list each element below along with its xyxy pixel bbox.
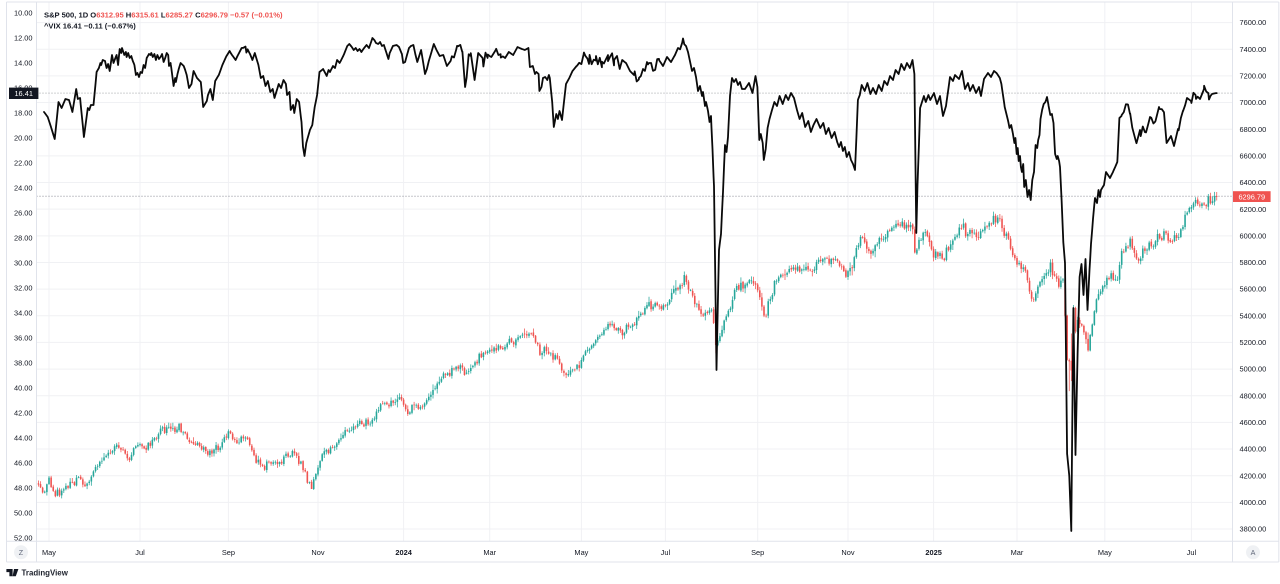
svg-text:7600.00: 7600.00 [1240,18,1267,27]
svg-text:6200.00: 6200.00 [1240,205,1267,214]
svg-text:24.00: 24.00 [14,184,33,193]
svg-text:4000.00: 4000.00 [1240,498,1267,507]
svg-text:5400.00: 5400.00 [1240,311,1267,320]
svg-text:6000.00: 6000.00 [1240,231,1267,240]
svg-text:18.00: 18.00 [14,109,33,118]
svg-text:Nov: Nov [311,548,324,557]
svg-text:22.00: 22.00 [14,159,33,168]
svg-text:4600.00: 4600.00 [1240,418,1267,427]
svg-text:4800.00: 4800.00 [1240,391,1267,400]
svg-text:6296.79: 6296.79 [1238,192,1265,201]
svg-text:^VIX 16.41 −0.11 (−0.67%): ^VIX 16.41 −0.11 (−0.67%) [44,21,136,30]
svg-text:Mar: Mar [483,548,496,557]
svg-text:7400.00: 7400.00 [1240,45,1267,54]
svg-text:30.00: 30.00 [14,259,33,268]
svg-text:6800.00: 6800.00 [1240,125,1267,134]
svg-text:44.00: 44.00 [14,434,33,443]
svg-text:3800.00: 3800.00 [1240,525,1267,534]
svg-text:16.41: 16.41 [14,89,33,98]
svg-text:5000.00: 5000.00 [1240,365,1267,374]
svg-text:20.00: 20.00 [14,134,33,143]
svg-text:Mar: Mar [1011,548,1024,557]
svg-text:2025: 2025 [925,548,941,557]
svg-text:14.00: 14.00 [14,59,33,68]
svg-text:42.00: 42.00 [14,409,33,418]
svg-text:Jul: Jul [135,548,145,557]
svg-text:40.00: 40.00 [14,384,33,393]
svg-text:Sep: Sep [222,548,235,557]
svg-text:Jul: Jul [1187,548,1197,557]
svg-text:32.00: 32.00 [14,284,33,293]
svg-text:12.00: 12.00 [14,34,33,43]
svg-text:10.00: 10.00 [14,9,33,18]
svg-text:Nov: Nov [841,548,854,557]
svg-text:Z: Z [19,548,24,557]
svg-text:36.00: 36.00 [14,334,33,343]
svg-text:Jul: Jul [661,548,671,557]
svg-text:34.00: 34.00 [14,309,33,318]
svg-text:52.00: 52.00 [14,534,33,543]
svg-text:S&P 500, 1D O6312.95 H6315.61: S&P 500, 1D O6312.95 H6315.61 L6285.27 C… [44,11,283,20]
svg-text:2024: 2024 [395,548,412,557]
svg-text:TradingView: TradingView [22,569,69,578]
svg-text:28.00: 28.00 [14,234,33,243]
svg-text:Sep: Sep [751,548,764,557]
svg-text:7200.00: 7200.00 [1240,72,1267,81]
svg-text:46.00: 46.00 [14,459,33,468]
svg-text:48.00: 48.00 [14,484,33,493]
svg-text:May: May [42,548,56,557]
svg-text:26.00: 26.00 [14,209,33,218]
svg-text:4400.00: 4400.00 [1240,445,1267,454]
svg-text:38.00: 38.00 [14,359,33,368]
svg-text:4200.00: 4200.00 [1240,471,1267,480]
svg-text:5200.00: 5200.00 [1240,338,1267,347]
svg-text:May: May [1098,548,1112,557]
svg-text:5800.00: 5800.00 [1240,258,1267,267]
svg-text:May: May [574,548,588,557]
svg-text:5600.00: 5600.00 [1240,285,1267,294]
svg-text:A: A [1251,548,1256,557]
svg-text:6400.00: 6400.00 [1240,178,1267,187]
svg-text:50.00: 50.00 [14,509,33,518]
svg-text:7000.00: 7000.00 [1240,98,1267,107]
svg-text:6600.00: 6600.00 [1240,152,1267,161]
